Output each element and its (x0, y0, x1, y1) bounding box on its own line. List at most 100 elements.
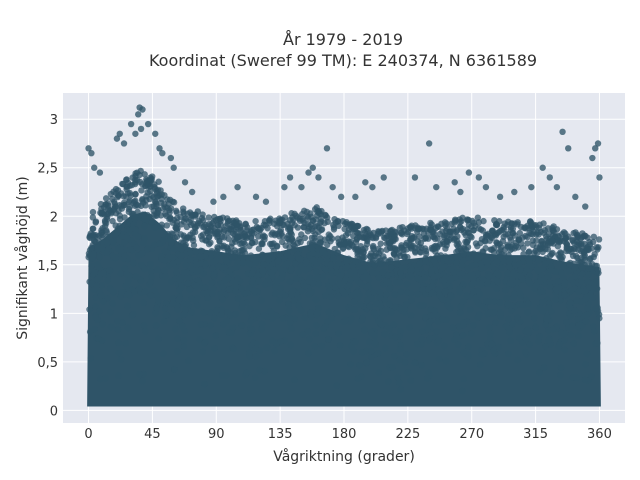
scatter-point (301, 207, 308, 215)
scatter-point (209, 290, 216, 297)
scatter-point (452, 217, 459, 224)
scatter-outlier-point (113, 135, 121, 142)
scatter-point (534, 229, 541, 236)
scatter-point (512, 242, 520, 250)
scatter-outlier-point (594, 140, 602, 147)
scatter-point (262, 222, 269, 229)
scatter-outlier-point (591, 145, 599, 152)
scatter-point (227, 226, 234, 233)
x-tick-label: 90 (208, 427, 225, 442)
scatter-point (590, 253, 597, 261)
scatter-point (444, 225, 451, 232)
scatter-point (401, 253, 408, 261)
scatter-point (269, 337, 276, 344)
x-tick-label: 0 (84, 427, 92, 442)
scatter-point (169, 299, 177, 307)
scatter-point (336, 280, 344, 288)
y-tick-label: 2 (50, 210, 58, 225)
scatter-point (218, 264, 226, 271)
scatter-point (524, 309, 531, 316)
scatter-point (155, 298, 162, 305)
scatter-point (100, 298, 107, 305)
scatter-point (561, 337, 568, 344)
scatter-point (104, 276, 111, 284)
scatter-point (248, 326, 256, 333)
scatter-point (160, 350, 167, 357)
scatter-point (549, 238, 556, 245)
scatter-point (402, 241, 410, 249)
scatter-point (238, 247, 245, 254)
scatter-point (217, 221, 224, 228)
scatter-point (247, 317, 255, 325)
scatter-point (505, 325, 513, 333)
scatter-point (172, 207, 180, 215)
chart-subtitle: Koordinat (Sweref 99 TM): E 240374, N 63… (149, 51, 537, 70)
scatter-point (148, 203, 155, 210)
scatter-point (423, 374, 431, 382)
scatter-point (140, 239, 147, 246)
scatter-point (549, 232, 556, 240)
scatter-outlier-point (352, 193, 359, 201)
scatter-point (315, 304, 322, 312)
scatter-point (141, 288, 149, 295)
scatter-point (585, 271, 592, 278)
scatter-outlier-point (565, 145, 572, 152)
scatter-point (489, 227, 496, 234)
scatter-point (208, 249, 215, 257)
scatter-point (306, 335, 313, 343)
scatter-point (542, 321, 549, 328)
scatter-point (495, 272, 502, 279)
scatter-point (326, 287, 333, 295)
scatter-point (582, 361, 589, 368)
scatter-point (513, 284, 521, 292)
scatter-point (208, 279, 216, 286)
scatter-point (333, 263, 340, 270)
scatter-point (470, 274, 477, 282)
scatter-point (135, 285, 143, 293)
scatter-point (595, 244, 602, 251)
scatter-point (246, 353, 253, 360)
scatter-point (199, 348, 207, 356)
scatter-point (158, 221, 165, 228)
scatter-point (435, 337, 443, 344)
scatter-point (163, 222, 171, 229)
scatter-point (123, 271, 130, 278)
scatter-point (223, 317, 230, 324)
y-tick-label: 0 (50, 404, 58, 419)
y-tick-label: 0,5 (37, 356, 58, 371)
scatter-point (539, 299, 546, 306)
scatter-point (171, 366, 178, 373)
scatter-outlier-point (369, 183, 376, 191)
scatter-point (127, 192, 135, 199)
scatter-point (286, 216, 294, 224)
scatter-point (169, 260, 177, 267)
scatter-point (368, 295, 375, 302)
scatter-point (255, 277, 262, 285)
scatter-point (312, 237, 319, 245)
scatter-point (162, 300, 170, 307)
scatter-point (539, 288, 546, 295)
scatter-point (561, 346, 568, 354)
scatter-point (180, 343, 187, 350)
scatter-point (577, 235, 584, 242)
scatter-point (201, 339, 208, 347)
scatter-point (132, 273, 139, 280)
scatter-point (319, 273, 326, 281)
scatter-point (176, 317, 183, 324)
scatter-point (424, 285, 432, 293)
scatter-point (93, 282, 101, 290)
scatter-point (286, 278, 294, 285)
scatter-point (511, 290, 518, 298)
scatter-point (441, 219, 449, 226)
scatter-point (545, 337, 553, 344)
scatter-point (498, 264, 506, 271)
scatter-point (176, 295, 184, 302)
scatter-point (450, 269, 458, 276)
scatter-outlier-point (181, 179, 189, 186)
scatter-point (572, 252, 580, 260)
scatter-outlier-point (465, 169, 473, 176)
scatter-point (418, 336, 426, 343)
scatter-point (526, 341, 533, 348)
scatter-point (314, 275, 321, 282)
scatter-point (229, 324, 237, 331)
